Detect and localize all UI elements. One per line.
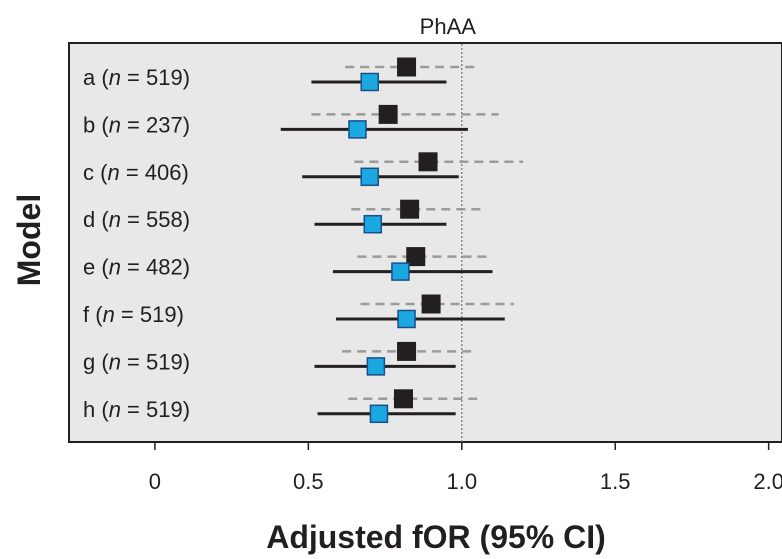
point-estimate-marker [360,167,379,187]
row-label: a (n = 519) [83,65,190,90]
point-estimate-marker [406,247,426,267]
point-estimate-marker [400,199,420,219]
row-label: c (n = 406) [83,160,189,185]
y-axis-title: Model [11,194,47,286]
x-tick-label: 0.5 [293,469,324,494]
plot-marks [280,57,524,424]
point-estimate-marker [348,120,367,139]
point-estimate-marker [378,104,398,124]
row-label: f (n = 519) [83,302,184,327]
row-label: h (n = 519) [83,397,190,422]
point-estimate-marker [397,309,416,329]
row-labels: a (n = 519) b (n = 237) c (n = 406) d (n = … [83,65,190,422]
x-axis-title: Adjusted fOR (95% CI) [266,519,606,555]
point-estimate-marker [366,357,386,376]
plot-panel [68,42,782,443]
row-label: e (n = 482) [83,255,190,280]
point-estimate-marker [397,57,417,77]
point-estimate-marker [360,72,379,92]
row-label: d (n = 558) [83,207,190,232]
x-tick-label: 1.5 [600,469,631,494]
point-estimate-marker [418,152,438,172]
row-label: g (n = 519) [83,349,190,374]
point-estimate-marker [363,214,383,234]
row-label: b (n = 237) [83,112,190,137]
x-axis: 0 0.5 1.0 1.5 2.0 [149,442,782,494]
series-1 [311,57,524,409]
x-tick-label: 1.0 [446,469,477,494]
point-estimate-marker [369,404,389,424]
point-estimate-marker [393,389,413,409]
point-estimate-marker [397,341,417,361]
point-estimate-marker [391,262,410,281]
panel-title: PhAA [420,14,477,39]
x-tick-label: 0 [149,469,161,494]
series-2 [280,72,505,424]
x-tick-label: 2.0 [753,469,782,494]
point-estimate-marker [421,294,441,314]
